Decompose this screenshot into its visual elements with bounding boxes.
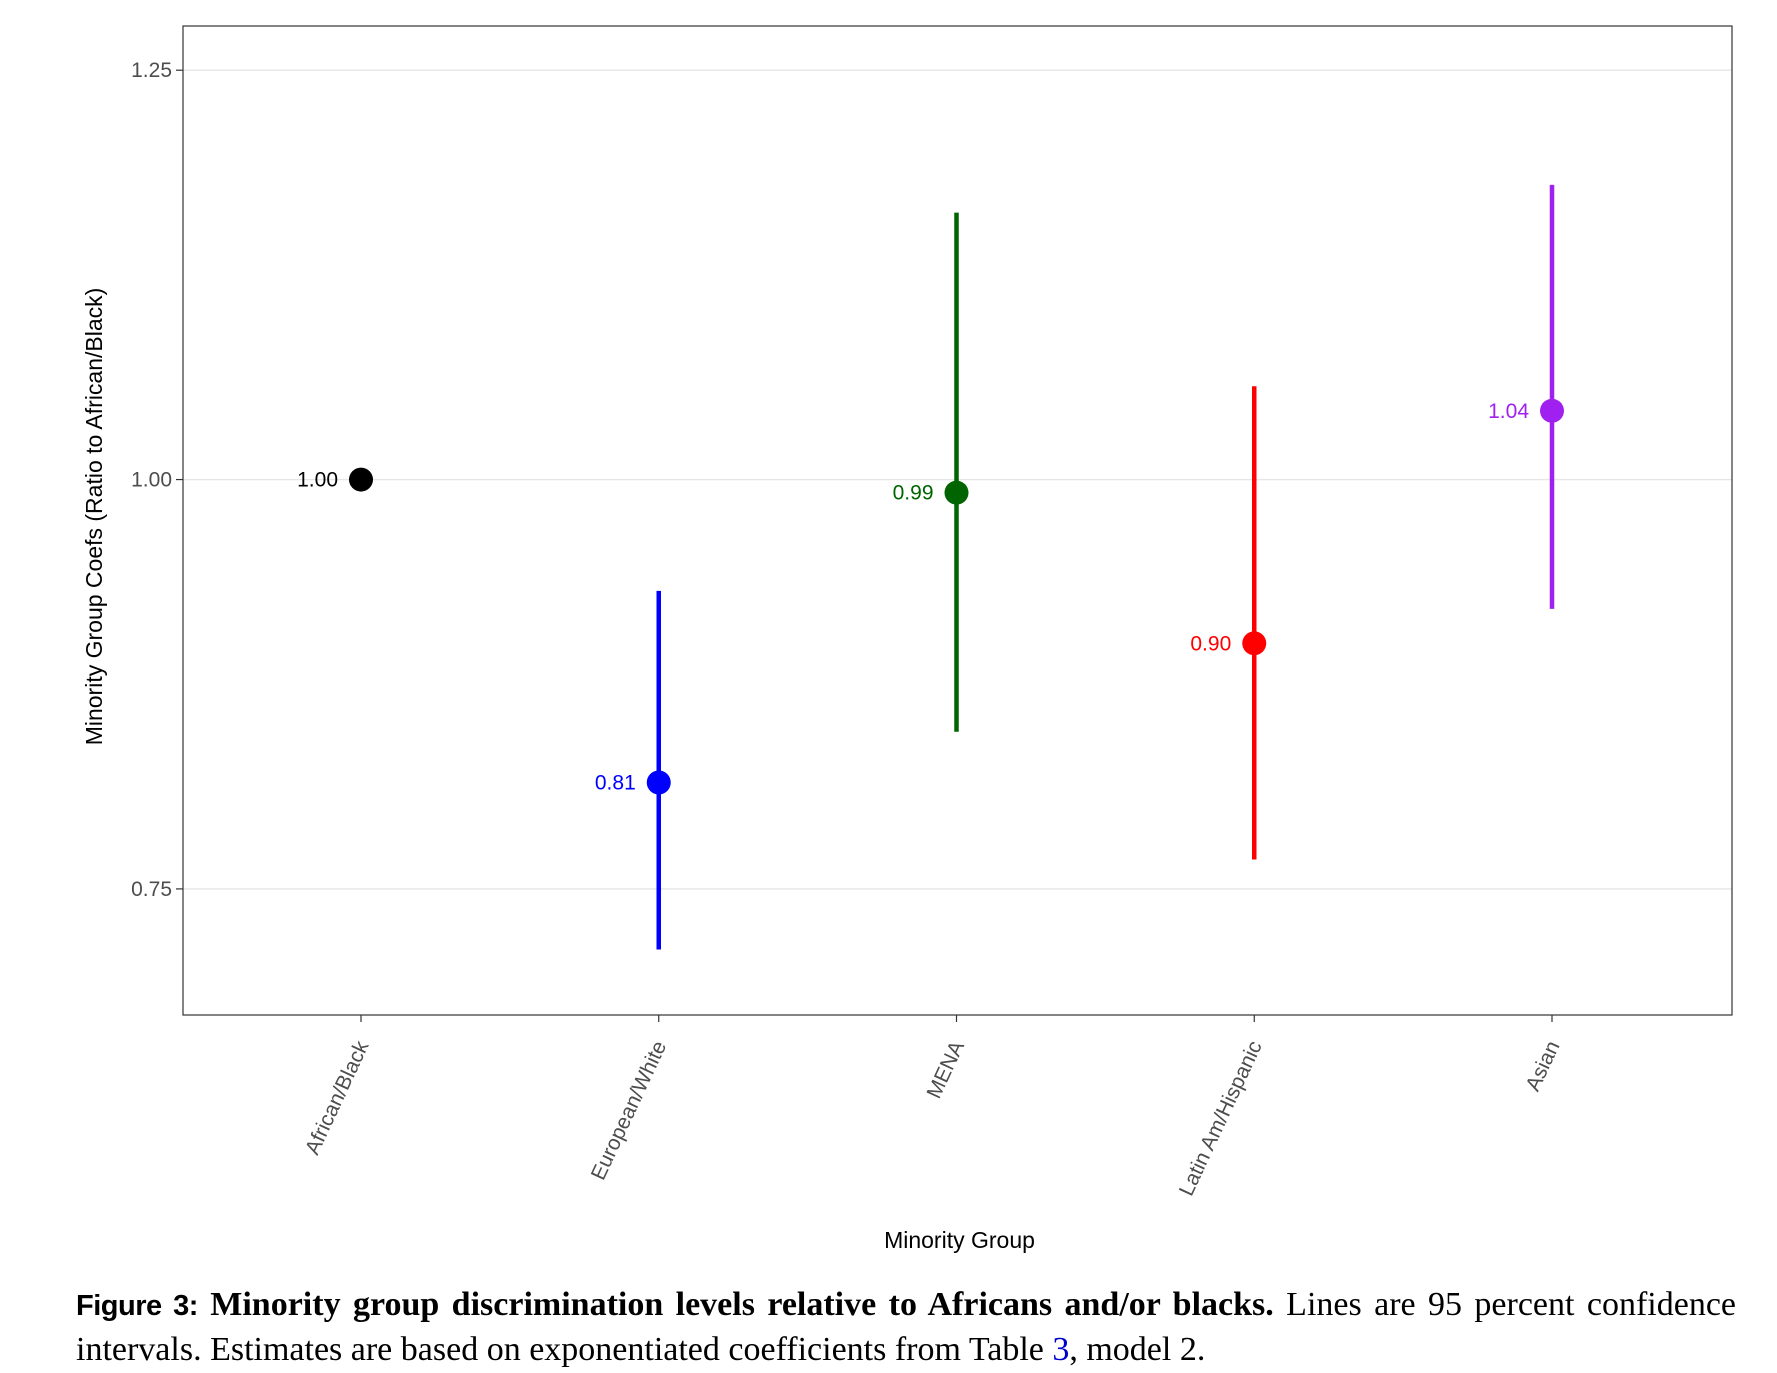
x-tick-label: MENA	[923, 1037, 969, 1102]
y-axis-title: Minority Group Coefs (Ratio to African/B…	[81, 288, 107, 746]
figure-caption: Figure 3: Minority group discrimination …	[76, 1283, 1736, 1372]
caption-bold-title: Minority group discrimination levels rel…	[210, 1286, 1274, 1323]
data-marks: 1.00 0.81 0.99 0.90 1.04	[297, 184, 1564, 950]
chart: 0.75 1.00 1.25 African/Black European/White…	[81, 25, 1733, 1253]
data-label: 0.81	[595, 771, 636, 794]
point	[1242, 631, 1267, 656]
x-axis-title: Minority Group	[884, 1227, 1035, 1253]
point	[349, 467, 373, 492]
point	[944, 480, 969, 505]
x-tick-label: Asian	[1521, 1037, 1564, 1094]
data-label: 0.90	[1190, 632, 1231, 655]
plot-panel-border	[182, 25, 1733, 1016]
y-tick-label: 0.75	[131, 878, 172, 901]
caption-text: Lines are 95 percent confidence interval…	[76, 1286, 1736, 1368]
y-tick-label: 1.00	[131, 469, 172, 492]
x-tick-label: Latin Am/Hispanic	[1175, 1037, 1267, 1199]
table-reference-link[interactable]: 3	[1052, 1331, 1070, 1368]
point	[1540, 398, 1564, 423]
x-axis: African/Black European/White MENA Latin Am/…	[301, 1015, 1565, 1199]
point	[646, 770, 671, 795]
caption-figure-label: Figure 3:	[76, 1290, 198, 1322]
caption-text-end: , model 2.	[1069, 1331, 1206, 1368]
data-label: 0.99	[893, 482, 934, 505]
y-tick-label: 1.25	[131, 59, 172, 82]
x-tick-label: European/White	[587, 1037, 671, 1183]
data-label: 1.04	[1488, 400, 1529, 423]
data-label: 1.00	[297, 469, 338, 492]
y-axis: 0.75 1.00 1.25	[131, 59, 183, 901]
x-tick-label: African/Black	[301, 1037, 374, 1158]
